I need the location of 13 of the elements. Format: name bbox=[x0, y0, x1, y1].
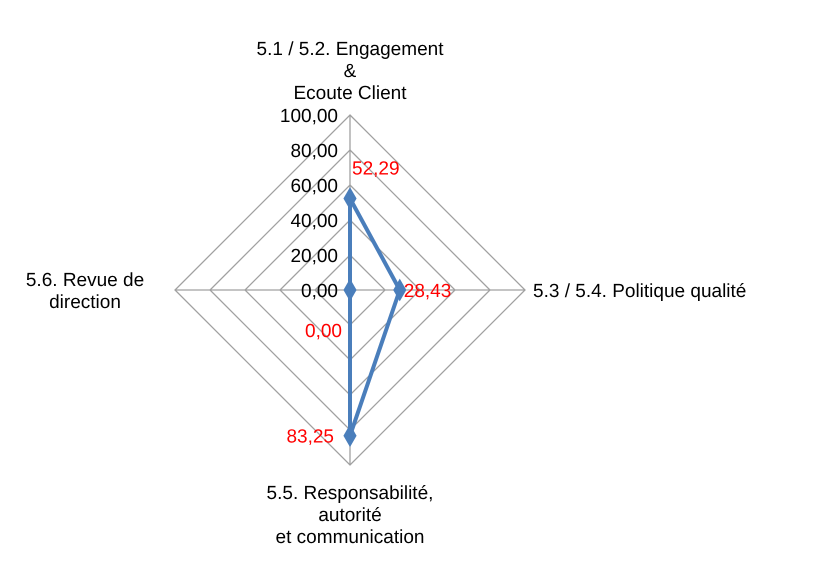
y-tick-label: 0,00 bbox=[301, 281, 338, 302]
data-label: 28,43 bbox=[404, 281, 452, 302]
spoke-label: 5.1 / 5.2. Engagement & Ecoute Client bbox=[256, 39, 444, 104]
y-tick-label: 100,00 bbox=[280, 106, 338, 127]
spoke-label: 5.6. Revue de direction bbox=[26, 270, 144, 313]
y-tick-label: 80,00 bbox=[290, 141, 338, 162]
y-tick-label: 40,00 bbox=[290, 211, 338, 232]
y-tick-label: 60,00 bbox=[290, 176, 338, 197]
data-label: 52,29 bbox=[352, 158, 400, 180]
spoke-label: 5.5. Responsabilité, autorité et communication bbox=[266, 483, 434, 548]
spoke-label: 5.3 / 5.4. Politique qualité bbox=[533, 281, 746, 302]
y-tick-label: 20,00 bbox=[290, 246, 338, 267]
data-label: 83,25 bbox=[286, 426, 334, 448]
